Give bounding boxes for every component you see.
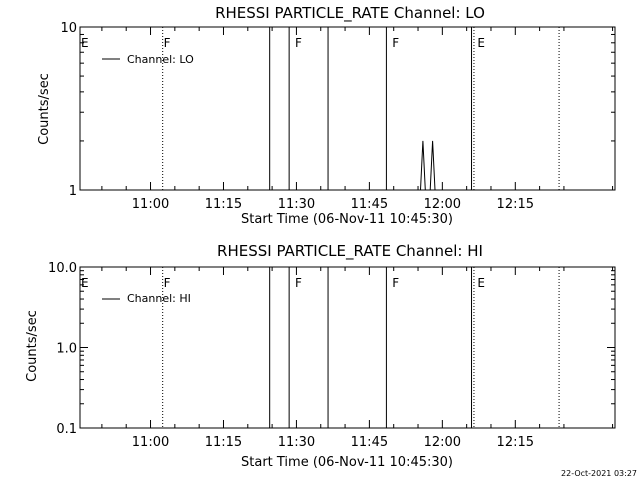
x-tick-label: 12:00 [424, 435, 461, 450]
y-tick-label: 10.0 [48, 261, 77, 276]
flag-label: F [164, 36, 171, 50]
y-axis-label: Counts/sec [37, 73, 52, 145]
x-axis-label: Start Time (06-Nov-11 10:45:30) [241, 455, 453, 470]
panel-lo: RHESSI PARTICLE_RATE Channel: LO Start T… [37, 4, 616, 227]
x-tick-label: 11:45 [351, 197, 388, 212]
x-tick-label: 11:30 [278, 197, 315, 212]
flag-label: E [477, 36, 485, 50]
legend-label: Channel: HI [127, 292, 191, 305]
x-axis-label: Start Time (06-Nov-11 10:45:30) [241, 212, 453, 227]
x-tick-label: 12:15 [497, 435, 534, 450]
chart-title: RHESSI PARTICLE_RATE Channel: HI [217, 242, 483, 261]
x-tick-label: 12:00 [424, 197, 461, 212]
flag-label: F [295, 276, 302, 290]
y-tick-label: 0.1 [56, 422, 77, 437]
y-axis-label: Counts/sec [25, 310, 40, 382]
x-tick-label: 11:30 [278, 435, 315, 450]
x-tick-label: 11:15 [205, 197, 242, 212]
chart-title: RHESSI PARTICLE_RATE Channel: LO [215, 4, 485, 23]
series-line [80, 140, 615, 191]
flag-label: E [81, 36, 89, 50]
flag-label: F [392, 36, 399, 50]
flag-label: F [295, 36, 302, 50]
y-tick-label: 10 [60, 21, 77, 36]
x-tick-label: 11:15 [205, 435, 242, 450]
flag-label: E [477, 276, 485, 290]
x-tick-label: 11:45 [351, 435, 388, 450]
flag-label: E [81, 276, 89, 290]
legend-label: Channel: LO [127, 53, 194, 66]
y-tick-label: 1.0 [56, 342, 77, 357]
panel-hi: RHESSI PARTICLE_RATE Channel: HI Start T… [25, 242, 616, 470]
x-tick-label: 11:00 [132, 197, 169, 212]
y-tick-label: 1 [69, 184, 77, 199]
flag-label: F [164, 276, 171, 290]
x-tick-label: 11:00 [132, 435, 169, 450]
x-tick-label: 12:15 [497, 197, 534, 212]
flag-label: F [392, 276, 399, 290]
timestamp: 22-Oct-2021 03:27 [561, 469, 637, 478]
